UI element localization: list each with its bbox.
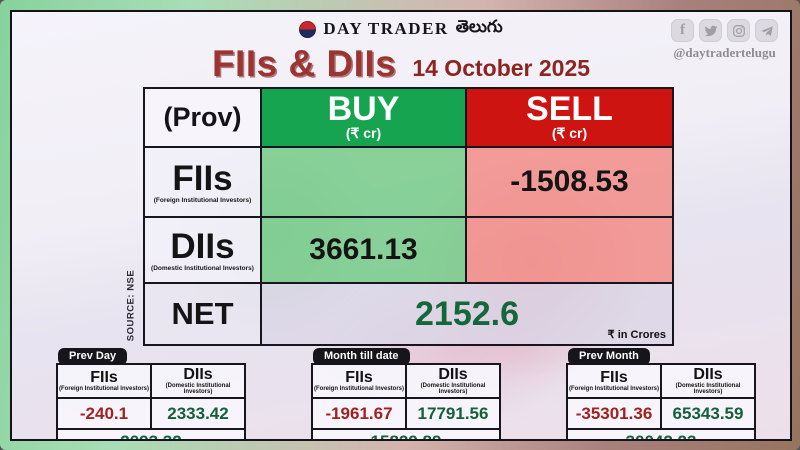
summary-net-row: 2093.32 [56, 428, 246, 439]
buy-header-label: BUY [327, 89, 400, 128]
summary-header-row: FIIs (Foreign Institutional Investors) DI… [311, 363, 501, 399]
summary-net-value: 15829.89 [311, 428, 501, 439]
summary-fii-label: FIIs [600, 369, 628, 386]
buy-unit-label: (₹ cr) [345, 125, 382, 142]
fii-buy-cell [260, 146, 467, 218]
dii-buy-cell: 3661.13 [260, 216, 467, 284]
report-date: 14 October 2025 [412, 55, 591, 81]
summary-fii-label: FIIs [345, 369, 373, 386]
summary-values-row: -240.1 2333.42 [56, 397, 246, 430]
brand-logo-icon [299, 20, 317, 38]
card: DAY TRADER తెలుగు f @daytradertelugu FII… [10, 10, 792, 441]
summary-net-value: 30042.23 [566, 428, 756, 439]
summary-net-value: 2093.32 [56, 428, 246, 439]
facebook-icon[interactable]: f [671, 19, 694, 42]
source-note: SOURCE: NSE [125, 269, 137, 342]
page-title: FIIs & DIIs [211, 43, 397, 84]
summary-table-prev-day: Prev Day FIIs (Foreign Institutional Inve… [56, 346, 246, 439]
social-handle: @daytradertelugu [673, 45, 776, 60]
summary-dii-sublabel: (Domestic Institutional Investors) [420, 383, 486, 395]
summary-net-row: 30042.23 [566, 428, 756, 439]
net-label-cell: NET [143, 282, 262, 346]
sell-header-cell: SELL (₹ cr) [465, 87, 674, 148]
sell-unit-label: (₹ cr) [551, 125, 588, 142]
summary-values-row: -1961.67 17791.56 [311, 397, 501, 430]
twitter-icon[interactable] [699, 19, 722, 42]
summary-tab: Month till date [313, 348, 410, 365]
summary-header-row: FIIs (Foreign Institutional Investors) DI… [56, 363, 246, 399]
fii-label: FIIs [172, 158, 233, 198]
summary-fii-value: -240.1 [56, 397, 152, 430]
summary-dii-label: DIIs [693, 366, 723, 383]
dii-row: DIIs (Domestic Institutional Investors) … [143, 216, 674, 284]
fii-row: FIIs (Foreign Institutional Investors) -… [143, 146, 674, 218]
dii-sell-cell [465, 216, 674, 284]
brand-name-telugu: తెలుగు [455, 17, 503, 36]
summary-table-month-till-date: Month till date FIIs (Foreign Institution… [311, 346, 501, 439]
summary-fii-sublabel: (Foreign Institutional Investors) [568, 386, 659, 392]
fii-sublabel: (Foreign Institutional Investors) [153, 196, 252, 204]
summary-tab: Prev Day [58, 348, 128, 365]
instagram-icon[interactable] [727, 19, 750, 42]
summary-fii-sublabel: (Foreign Institutional Investors) [58, 386, 149, 392]
summary-fii-value: -35301.36 [566, 397, 662, 430]
summary-dii-sublabel: (Domestic Institutional Investors) [165, 383, 231, 395]
summary-header-row: FIIs (Foreign Institutional Investors) DI… [566, 363, 756, 399]
telegram-icon[interactable] [755, 19, 778, 42]
summary-dii-value: 65343.59 [660, 397, 756, 430]
social-icons: f [671, 19, 778, 42]
fii-sell-value: -1508.53 [510, 165, 629, 198]
summary-tab: Prev Month [568, 348, 650, 365]
dii-label: DIIs [170, 226, 235, 266]
summary-fii-sublabel: (Foreign Institutional Investors) [313, 386, 404, 392]
fii-sell-cell: -1508.53 [465, 146, 674, 218]
main-table: (Prov) BUY (₹ cr) SELL (₹ cr) FIIs (Fore… [143, 87, 674, 346]
summary-net-row: 15829.89 [311, 428, 501, 439]
summary-dii-label: DIIs [183, 366, 213, 383]
summary-dii-value: 17791.56 [405, 397, 501, 430]
social-block: f @daytradertelugu [671, 19, 778, 61]
summary-dii-label: DIIs [438, 366, 468, 383]
unit-note: ₹ in Crores [607, 329, 666, 341]
prov-header-cell: (Prov) [143, 87, 262, 148]
brand-name: DAY TRADER [323, 19, 449, 38]
summary-fii-label: FIIs [90, 369, 118, 386]
summary-fii-value: -1961.67 [311, 397, 407, 430]
brand-header: DAY TRADER తెలుగు [12, 17, 790, 41]
dii-sublabel: (Domestic Institutional Investors) [151, 264, 254, 272]
summary-dii-value: 2333.42 [150, 397, 246, 430]
summary-values-row: -35301.36 65343.59 [566, 397, 756, 430]
summary-table-prev-month: Prev Month FIIs (Foreign Institutional In… [566, 346, 756, 439]
dii-label-cell: DIIs (Domestic Institutional Investors) [143, 216, 262, 284]
summary-dii-sublabel: (Domestic Institutional Investors) [675, 383, 741, 395]
net-row: NET 2152.6 ₹ in Crores [143, 282, 674, 346]
buy-header-cell: BUY (₹ cr) [260, 87, 467, 148]
net-value-cell: 2152.6 ₹ in Crores [260, 282, 674, 346]
header-row: (Prov) BUY (₹ cr) SELL (₹ cr) [143, 87, 674, 148]
dii-buy-value: 3661.13 [309, 233, 418, 266]
sell-header-label: SELL [526, 89, 613, 128]
fii-label-cell: FIIs (Foreign Institutional Investors) [143, 146, 262, 218]
title-row: FIIs & DIIs 14 October 2025 [12, 43, 790, 85]
net-value: 2152.6 [415, 294, 519, 333]
